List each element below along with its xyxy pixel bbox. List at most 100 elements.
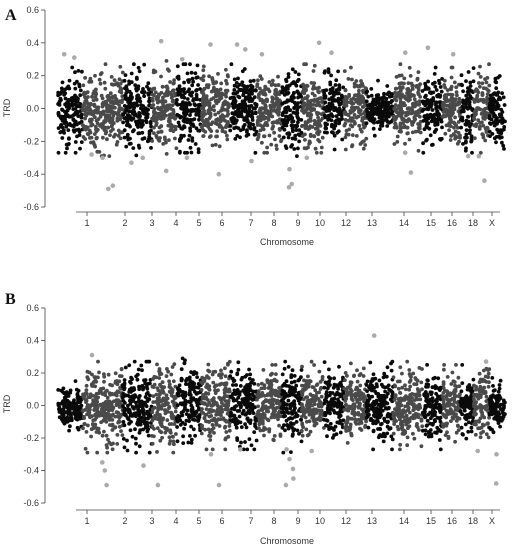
data-point: [260, 111, 265, 116]
data-point: [182, 426, 187, 431]
data-point: [356, 94, 361, 99]
data-point: [111, 113, 116, 118]
data-point: [156, 105, 160, 110]
data-point: [339, 117, 344, 121]
data-point: [239, 404, 244, 408]
data-point: [361, 88, 365, 93]
data-point: [258, 98, 263, 103]
data-point: [306, 127, 311, 131]
data-point: [384, 114, 388, 119]
data-point: [101, 109, 106, 114]
data-point: [411, 83, 415, 88]
data-point: [478, 121, 482, 125]
data-point: [168, 430, 173, 435]
data-point: [305, 400, 310, 405]
x-tick-label: 6: [219, 218, 224, 228]
data-point: [59, 86, 64, 91]
outlier-point: [482, 178, 487, 183]
x-tick-label: 13: [367, 218, 377, 228]
data-point: [144, 404, 149, 409]
y-tick-label: 0.4: [26, 38, 39, 48]
data-point: [188, 434, 192, 438]
data-point: [86, 132, 91, 137]
data-point: [461, 89, 465, 94]
data-point: [286, 135, 291, 140]
data-point: [262, 134, 267, 139]
data-point: [236, 367, 241, 372]
data-point: [456, 100, 460, 105]
data-point: [247, 99, 252, 104]
data-point: [152, 114, 157, 119]
data-point: [99, 113, 103, 117]
data-point: [283, 391, 288, 396]
data-point: [252, 430, 257, 434]
data-point: [466, 114, 471, 119]
data-point: [310, 393, 314, 398]
data-point: [480, 132, 485, 137]
data-point: [275, 96, 280, 101]
data-point: [280, 125, 285, 130]
data-point: [67, 78, 72, 83]
data-point: [308, 124, 312, 128]
data-point: [428, 100, 433, 105]
data-point: [421, 141, 425, 146]
data-point: [318, 96, 323, 100]
data-point: [308, 132, 313, 137]
data-point: [285, 84, 289, 88]
panel-b-x-axis-title: Chromosome: [260, 536, 314, 546]
y-tick-label: -0.2: [23, 136, 39, 146]
data-point: [65, 146, 69, 151]
data-point: [166, 401, 170, 406]
data-point: [332, 147, 337, 152]
data-point: [122, 387, 126, 392]
data-point: [149, 146, 153, 150]
data-point: [199, 388, 204, 392]
data-point: [274, 90, 279, 95]
data-point: [299, 130, 304, 135]
data-point: [248, 372, 253, 377]
data-point: [110, 447, 115, 452]
data-point: [106, 372, 111, 377]
data-point: [409, 111, 414, 116]
data-point: [292, 404, 297, 409]
data-point: [164, 374, 169, 378]
data-point: [77, 82, 82, 87]
data-point: [126, 403, 130, 408]
data-point: [488, 121, 492, 125]
data-point: [405, 106, 410, 111]
data-point: [393, 123, 398, 127]
data-point: [410, 87, 415, 91]
data-point: [415, 113, 420, 117]
data-point: [193, 433, 198, 438]
data-point: [141, 87, 145, 91]
data-point: [152, 125, 156, 130]
data-point: [146, 427, 151, 431]
data-point: [331, 93, 336, 98]
data-point: [244, 134, 249, 138]
data-point: [124, 87, 129, 92]
data-point: [58, 96, 63, 101]
data-point: [225, 73, 230, 77]
data-point: [136, 407, 141, 412]
data-point: [230, 111, 235, 116]
data-point: [211, 380, 216, 385]
data-point: [297, 377, 302, 382]
data-point: [94, 127, 98, 132]
data-point: [120, 70, 125, 75]
data-point: [133, 393, 137, 397]
data-point: [267, 405, 271, 410]
outlier-point: [216, 171, 222, 177]
data-point: [333, 106, 338, 110]
data-point: [289, 422, 293, 427]
data-point: [398, 123, 403, 128]
data-point: [284, 418, 289, 423]
data-point: [343, 399, 348, 403]
data-point: [159, 99, 164, 104]
data-point: [392, 106, 397, 111]
data-point: [173, 136, 177, 141]
data-point: [495, 120, 500, 125]
data-point: [67, 137, 71, 141]
data-point: [400, 85, 405, 89]
data-point: [225, 81, 229, 86]
y-tick-label: 0.2: [26, 71, 39, 81]
